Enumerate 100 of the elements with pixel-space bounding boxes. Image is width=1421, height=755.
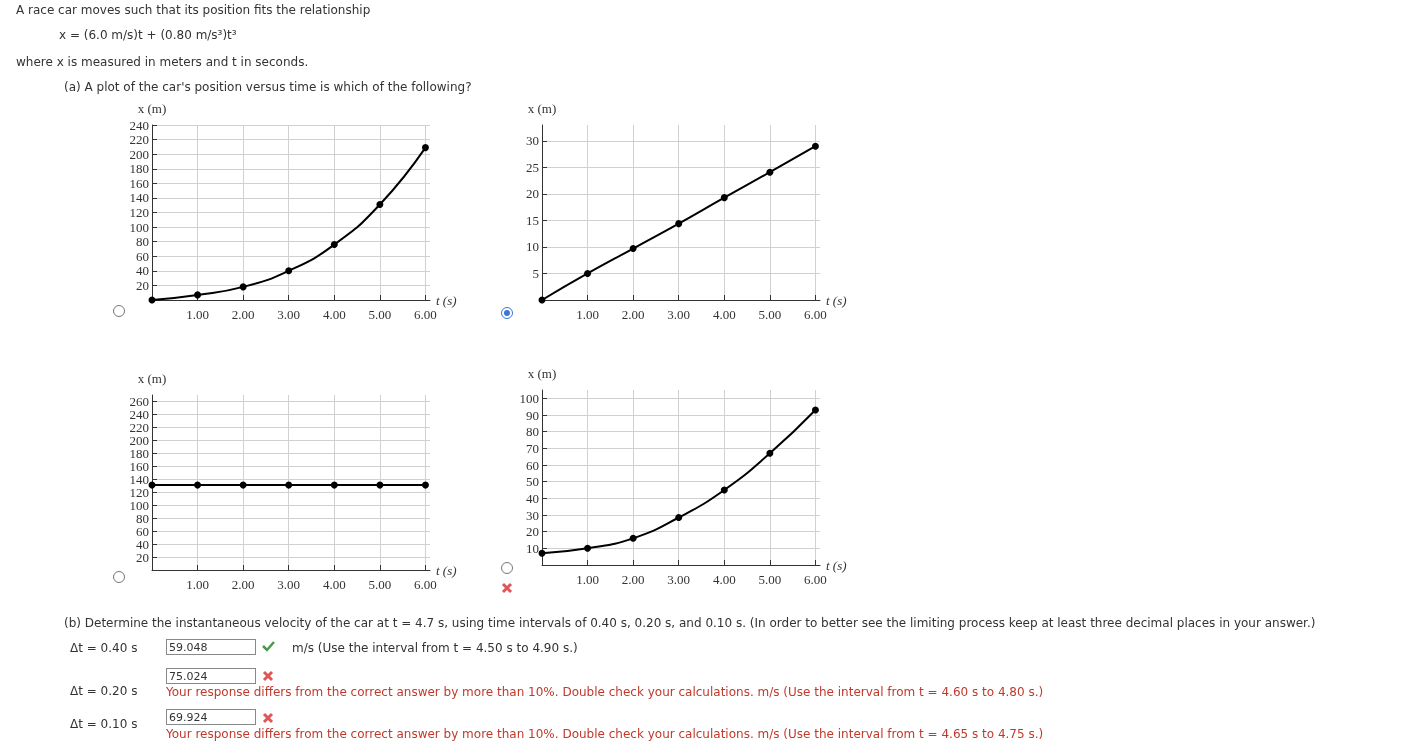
y-tick-label: 60 <box>136 523 149 539</box>
y-tick-label: 50 <box>526 474 539 490</box>
point <box>376 200 384 208</box>
text: Your response differs from the correct answer by more than 10%. Double check your calculations. m/s (Use the interval from t = 4.65 s to 4.75 s.) <box>166 727 1044 741</box>
x-tick-label: 6.00 <box>414 307 437 322</box>
x-tick-label: 1.00 <box>186 577 209 592</box>
text: (a) A plot of the car's position versus time is which of the following? <box>64 80 472 94</box>
chart-subtitle: x = (6.0 m/s)t + (0.80 m/s³)t³ <box>59 28 237 42</box>
x-tick-label: 1.00 <box>576 307 599 322</box>
y-tick-label: 260 <box>129 393 149 409</box>
y-axis-title: x (m) <box>527 101 557 116</box>
y-axis-title: x (m) <box>137 101 167 116</box>
point <box>421 144 429 152</box>
y-tick-label: 100 <box>129 497 149 513</box>
y-tick-label: 180 <box>129 445 149 461</box>
x-tick-label: 5.00 <box>368 577 392 592</box>
x-tick-label: 4.00 <box>322 577 346 592</box>
text: m/s (Use the interval from t = 4.50 s to 4.90 s.) <box>292 641 578 655</box>
y-tick-label: 200 <box>129 432 149 448</box>
point <box>538 549 546 557</box>
y-tick-label: 120 <box>129 205 149 220</box>
point <box>239 283 247 291</box>
point <box>766 168 774 176</box>
y-tick-label: 20 <box>136 549 149 565</box>
x-tick-label: 2.00 <box>621 572 645 587</box>
text: Your response differs from the correct answer by more than 10%. Double check your calculations. m/s (Use the interval from t = 4.60 s to 4.80 s.) <box>166 685 1044 699</box>
y-tick-label: 10 <box>526 239 539 255</box>
text: (b) Determine the instantaneous velocity of the car at t = 4.7 s, using time intervals of 0.40 s, 0.20 s, and 0.10 s. (In order to better see the limiting process keep at least three decimal places in your answer.) <box>64 616 1316 630</box>
x-axis-title: t (s) <box>436 292 457 308</box>
x-tick-label: 1.00 <box>186 307 209 322</box>
y-tick-label: 40 <box>526 490 539 506</box>
y-tick-label: 220 <box>129 132 149 148</box>
y-tick-label: 240 <box>129 406 149 422</box>
x-tick-label: 1.00 <box>576 572 599 587</box>
x-axis-title: t (s) <box>436 562 457 578</box>
text: Δt = 0.20 s <box>70 684 138 698</box>
y-tick-label: 20 <box>526 524 539 540</box>
point <box>629 534 637 542</box>
x-tick-label: 6.00 <box>804 572 827 587</box>
y-axis-title: x (m) <box>527 366 557 381</box>
x-tick-label: 3.00 <box>667 572 691 587</box>
text-field: 69.924 <box>166 709 256 725</box>
y-tick-label: 80 <box>136 510 149 526</box>
x-tick-label: 4.00 <box>712 307 736 322</box>
x-axis-title: t (s) <box>826 557 847 573</box>
point <box>720 194 728 202</box>
y-tick-label: 5 <box>532 265 539 281</box>
y-tick-label: 160 <box>129 175 149 191</box>
chart-title: A race car moves such that its position fits the relationship <box>16 3 371 17</box>
text: Δt = 0.10 s <box>70 717 138 731</box>
text-field: 75.024 <box>166 668 256 684</box>
x-tick-label: 2.00 <box>621 307 645 322</box>
x-tick-label: 4.00 <box>712 572 736 587</box>
y-tick-label: 200 <box>129 146 149 162</box>
x-tick-label: 6.00 <box>804 307 827 322</box>
y-tick-label: 80 <box>136 234 149 250</box>
y-tick-label: 20 <box>136 277 149 293</box>
y-tick-label: 20 <box>526 186 539 202</box>
x-tick-label: 5.00 <box>368 307 392 322</box>
point <box>675 514 683 521</box>
y-tick-label: 240 <box>129 117 149 133</box>
y-axis-title: x (m) <box>137 371 167 386</box>
y-tick-label: 30 <box>526 507 539 523</box>
y-tick-label: 180 <box>129 161 149 177</box>
x-tick-label: 4.00 <box>322 307 346 322</box>
y-tick-label: 60 <box>136 248 149 264</box>
text: Δt = 0.40 s <box>70 641 138 655</box>
y-tick-label: 25 <box>526 159 539 175</box>
text-field: 59.048 <box>166 639 256 655</box>
point <box>629 245 637 253</box>
point <box>330 241 338 249</box>
y-tick-label: 160 <box>129 458 149 474</box>
y-tick-label: 140 <box>129 190 149 206</box>
y-tick-label: 90 <box>526 407 539 423</box>
point <box>720 486 728 494</box>
x-tick-label: 6.00 <box>414 577 437 592</box>
x-tick-label: 2.00 <box>231 577 255 592</box>
point <box>194 291 202 299</box>
x-tick-label: 5.00 <box>758 307 782 322</box>
y-tick-label: 80 <box>526 424 539 440</box>
y-tick-label: 10 <box>526 540 539 556</box>
x-tick-label: 3.00 <box>277 577 301 592</box>
point <box>584 544 592 552</box>
x-tick-label: 2.00 <box>231 307 255 322</box>
point <box>811 406 819 414</box>
y-tick-label: 100 <box>519 390 539 406</box>
y-tick-label: 220 <box>129 419 149 435</box>
y-tick-label: 30 <box>526 133 539 149</box>
y-tick-label: 15 <box>526 212 539 228</box>
point <box>584 269 592 277</box>
x-tick-label: 3.00 <box>667 307 691 322</box>
y-tick-label: 40 <box>136 536 149 552</box>
y-tick-label: 60 <box>526 457 539 473</box>
y-tick-label: 100 <box>129 219 149 235</box>
y-tick-label: 140 <box>129 471 149 487</box>
text: where x is measured in meters and t in seconds. <box>16 55 309 69</box>
x-tick-label: 5.00 <box>758 572 782 587</box>
y-tick-label: 40 <box>136 263 149 279</box>
y-tick-label: 70 <box>526 440 539 456</box>
point <box>766 449 774 457</box>
